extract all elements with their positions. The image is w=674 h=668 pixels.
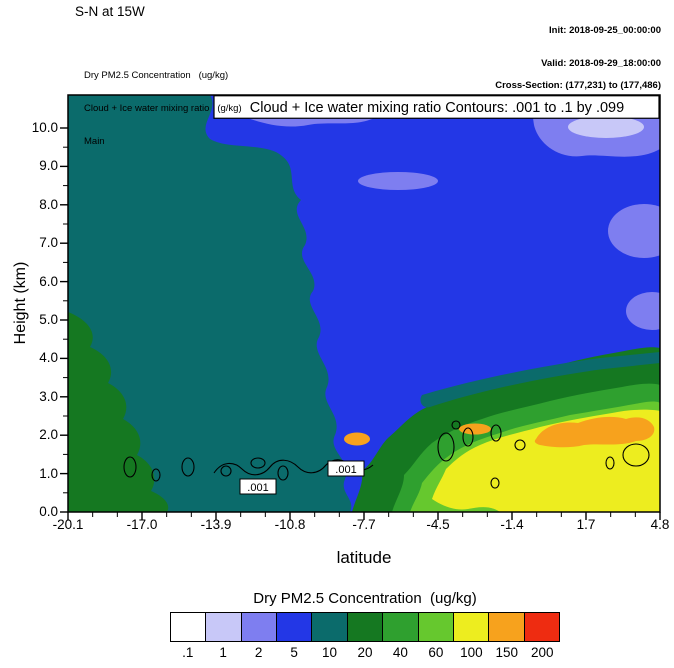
y-tick-label: 5.0 xyxy=(39,312,58,327)
colorbar-label: 100 xyxy=(460,645,483,660)
colorbar-cell xyxy=(488,612,525,642)
colorbar-label: 2 xyxy=(254,645,263,660)
cross-section-label: Cross-Section: (177,231) to (177,486) xyxy=(495,80,661,91)
overlay-title-text: Cloud + Ice water mixing ratio Contours:… xyxy=(250,100,624,116)
colorbar-label: 10 xyxy=(322,645,338,660)
plot-frame xyxy=(67,94,661,513)
contour-loop xyxy=(277,465,289,481)
contour-loop xyxy=(490,477,500,489)
colorbar-label: 1 xyxy=(219,645,227,660)
colorbar-cell xyxy=(382,612,419,642)
colorbar-cell xyxy=(240,612,278,642)
init-valid-block: Init: 2018-09-25_00:00:00 Valid: 2018-09… xyxy=(541,3,661,91)
y-axis-title: Height (km) xyxy=(12,261,29,345)
contour-loop xyxy=(123,456,137,478)
colorbar-title: Dry PM2.5 Concentration (ug/kg) xyxy=(253,590,477,607)
fill-region-periwinkle-right-2 xyxy=(626,292,660,330)
x-tick-label: -4.5 xyxy=(426,517,450,532)
x-axis-title: latitude xyxy=(336,548,392,567)
y-tick-label: 9.0 xyxy=(39,158,58,173)
colorbar-cell xyxy=(417,612,454,642)
x-tick-label: 1.7 xyxy=(576,517,596,532)
colorbar-label: 150 xyxy=(495,645,519,660)
colorbar-cell xyxy=(170,612,207,642)
y-tick-label: 1.0 xyxy=(39,466,58,481)
colorbar-labels: .1 1 2 5 10 20 40 60 100 150 200 xyxy=(170,645,560,660)
fill-region-teal-main xyxy=(68,95,352,512)
colorbar-label: 5 xyxy=(290,645,298,660)
colorbar-cell xyxy=(452,612,490,642)
axis-ticks xyxy=(60,127,661,520)
fill-region-darkgreen-wedge xyxy=(68,312,169,512)
fill-region-periwinkle-right-1 xyxy=(608,204,660,258)
colorbar-label: 20 xyxy=(357,645,373,660)
contour-label-text: .001 xyxy=(335,464,356,476)
plot-area: .001 .001 Cloud + Ice water mixing ratio… xyxy=(68,95,660,512)
contour-label-box xyxy=(327,460,365,477)
colorbar-cell xyxy=(276,612,313,642)
contour-label-1: .001 xyxy=(239,478,277,495)
fill-region-periwinkle-mid-streak xyxy=(358,172,438,190)
x-tick-label: -1.4 xyxy=(500,517,524,532)
fill-region-orange-small-2 xyxy=(459,423,491,435)
page-title: S-N at 15W xyxy=(75,4,145,19)
colorbar-label: 60 xyxy=(428,645,444,660)
colorbar-label: 200 xyxy=(530,645,554,660)
fill-region-lavender-top-right xyxy=(568,116,644,138)
contour-label-text: .001 xyxy=(247,482,268,494)
valid-time: Valid: 2018-09-29_18:00:00 xyxy=(541,58,661,69)
x-tick-label: 4.8 xyxy=(650,517,670,532)
y-tick-label: 0.0 xyxy=(39,504,58,519)
contour-loop xyxy=(451,420,461,430)
x-tick-label: -20.1 xyxy=(52,517,84,532)
contour-loop xyxy=(514,439,526,451)
field-description-block: Dry PM2.5 Concentration (ug/kg) Cloud + … xyxy=(84,48,242,169)
contour-loop xyxy=(462,427,474,447)
contour-loop xyxy=(622,443,650,467)
y-tick-label: 7.0 xyxy=(39,235,58,250)
contour-label-box xyxy=(239,478,277,495)
fill-region-orange-core xyxy=(534,416,655,448)
y-tick-label: 3.0 xyxy=(39,389,58,404)
contour-loop xyxy=(220,465,232,477)
contour-loop xyxy=(250,457,266,469)
field-line-domain: Main xyxy=(84,136,105,147)
y-tick-label: 2.0 xyxy=(39,427,58,442)
x-tick-label: -17.0 xyxy=(126,517,158,532)
y-tick-label: 6.0 xyxy=(39,274,58,289)
field-line-pm25: Dry PM2.5 Concentration (ug/kg) xyxy=(84,70,229,81)
colorbar-cell xyxy=(311,612,348,642)
fill-region-teal-band xyxy=(420,352,660,408)
colorbar xyxy=(170,612,560,642)
x-tick-label: -10.8 xyxy=(274,517,306,532)
contour-loop xyxy=(490,424,502,442)
init-time: Init: 2018-09-25_00:00:00 xyxy=(549,25,661,36)
colorbar-label: 40 xyxy=(392,645,408,660)
colorbar-cell xyxy=(346,612,384,642)
contour-loop xyxy=(605,456,615,470)
colorbar-cell xyxy=(523,612,560,642)
x-tick-label: -13.9 xyxy=(200,517,232,532)
y-tick-label: 8.0 xyxy=(39,197,58,212)
y-tick-label: 4.0 xyxy=(39,350,58,365)
contour-loop xyxy=(437,432,455,462)
colorbar-cell xyxy=(205,612,242,642)
field-line-cloudice: Cloud + Ice water mixing ratio (g/kg) xyxy=(84,103,242,114)
colorbar-label: .1 xyxy=(182,645,194,660)
fill-region-orange-small-1 xyxy=(344,432,370,446)
x-tick-label: -7.7 xyxy=(352,517,376,532)
contour-loop xyxy=(151,468,161,482)
y-tick-label: 10.0 xyxy=(31,120,58,135)
contour-label-2: .001 xyxy=(327,460,365,477)
contour-loop xyxy=(181,457,195,477)
